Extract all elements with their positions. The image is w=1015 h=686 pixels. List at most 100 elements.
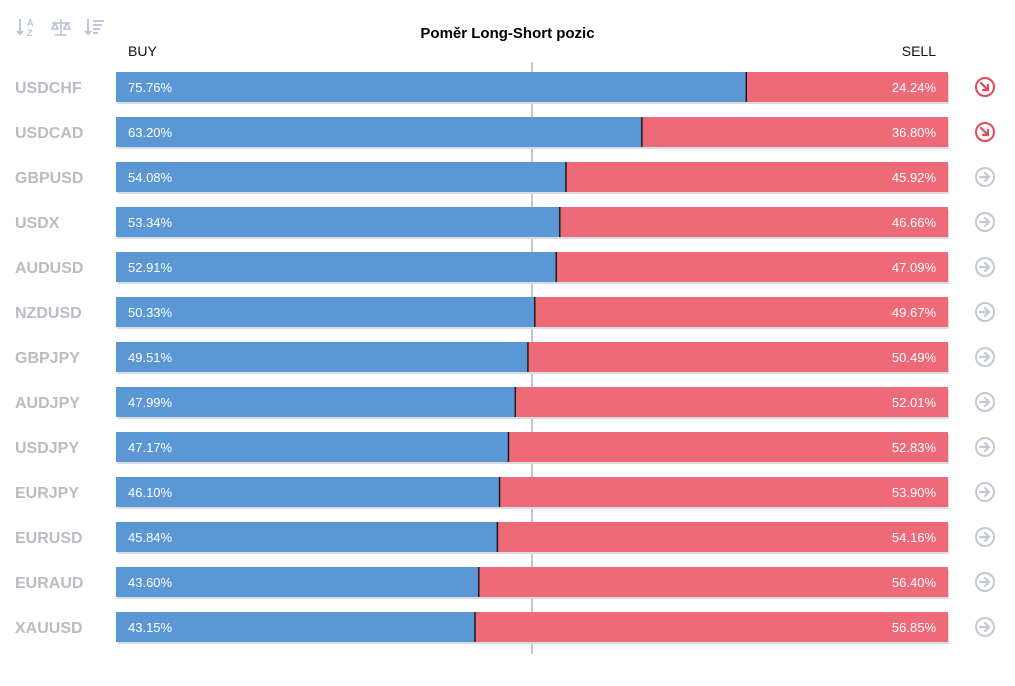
trend-neutral-icon[interactable] <box>975 347 995 367</box>
sell-bar[interactable] <box>559 207 948 237</box>
sell-percent-label: 52.01% <box>892 395 937 410</box>
sell-percent-label: 50.49% <box>892 350 937 365</box>
buy-bar[interactable] <box>116 72 747 102</box>
sell-header: SELL <box>901 43 936 59</box>
sell-bar[interactable] <box>478 567 948 597</box>
sell-percent-label: 53.90% <box>892 485 937 500</box>
buy-percent-label: 43.60% <box>128 575 173 590</box>
trend-neutral-icon[interactable] <box>975 257 995 277</box>
symbol-label: USDCHF <box>15 80 82 97</box>
symbol-label: AUDJPY <box>15 395 80 412</box>
sell-percent-label: 54.16% <box>892 530 937 545</box>
buy-percent-label: 47.17% <box>128 440 173 455</box>
sort-descending-icon[interactable] <box>83 15 107 39</box>
arrow-right-icon <box>978 441 991 453</box>
sell-bar[interactable] <box>556 252 948 282</box>
arrow-right-icon <box>978 261 991 273</box>
sell-percent-label: 49.67% <box>892 305 937 320</box>
symbol-label: EURUSD <box>15 530 83 547</box>
symbol-label: XAUUSD <box>15 620 83 637</box>
buy-percent-label: 46.10% <box>128 485 173 500</box>
sell-bar[interactable] <box>641 117 948 147</box>
sell-percent-label: 47.09% <box>892 260 937 275</box>
svg-text:A: A <box>27 18 34 28</box>
symbol-label: USDJPY <box>15 440 79 457</box>
sell-percent-label: 56.85% <box>892 620 937 635</box>
sell-bar[interactable] <box>508 432 948 462</box>
arrow-down-right-icon <box>979 81 990 92</box>
buy-bar[interactable] <box>116 207 560 237</box>
buy-bar[interactable] <box>116 162 566 192</box>
buy-percent-label: 63.20% <box>128 125 173 140</box>
trend-neutral-icon[interactable] <box>975 572 995 592</box>
trend-neutral-icon[interactable] <box>975 167 995 187</box>
sell-percent-label: 24.24% <box>892 80 937 95</box>
arrow-right-icon <box>978 351 991 363</box>
arrow-down-right-icon <box>979 126 990 137</box>
arrow-right-icon <box>978 576 991 588</box>
sell-bar[interactable] <box>527 342 948 372</box>
buy-bar[interactable] <box>116 387 516 417</box>
sell-bar[interactable] <box>534 297 948 327</box>
sell-bar[interactable] <box>565 162 948 192</box>
trend-neutral-icon[interactable] <box>975 617 995 637</box>
symbol-label: NZDUSD <box>15 305 82 322</box>
chart-title: Poměr Long-Short pozic <box>420 25 595 42</box>
buy-percent-label: 54.08% <box>128 170 173 185</box>
arrow-right-icon <box>978 396 991 408</box>
buy-percent-label: 49.51% <box>128 350 173 365</box>
svg-text:Z: Z <box>27 28 33 38</box>
buy-percent-label: 47.99% <box>128 395 173 410</box>
balance-scale-icon[interactable] <box>49 15 73 39</box>
buy-percent-label: 75.76% <box>128 80 173 95</box>
buy-header: BUY <box>128 43 157 59</box>
buy-bar[interactable] <box>116 522 498 552</box>
symbol-label: USDX <box>15 215 60 232</box>
buy-bar[interactable] <box>116 117 642 147</box>
symbol-label: EURAUD <box>15 575 83 592</box>
trend-down-icon[interactable] <box>975 122 995 142</box>
buy-bar[interactable] <box>116 432 509 462</box>
trend-down-icon[interactable] <box>975 77 995 97</box>
buy-bar[interactable] <box>116 297 535 327</box>
sell-percent-label: 36.80% <box>892 125 937 140</box>
sell-percent-label: 46.66% <box>892 215 937 230</box>
sell-bar[interactable] <box>515 387 948 417</box>
trend-neutral-icon[interactable] <box>975 527 995 547</box>
sell-bar[interactable] <box>746 72 948 102</box>
buy-percent-label: 50.33% <box>128 305 173 320</box>
symbol-label: EURJPY <box>15 485 79 502</box>
symbol-label: GBPJPY <box>15 350 80 367</box>
trend-neutral-icon[interactable] <box>975 302 995 322</box>
buy-bar[interactable] <box>116 342 528 372</box>
trend-neutral-icon[interactable] <box>975 437 995 457</box>
sell-percent-label: 56.40% <box>892 575 937 590</box>
trend-neutral-icon[interactable] <box>975 482 995 502</box>
symbol-label: AUDUSD <box>15 260 83 277</box>
sell-bar[interactable] <box>497 522 948 552</box>
sell-percent-label: 52.83% <box>892 440 937 455</box>
arrow-right-icon <box>978 306 991 318</box>
buy-percent-label: 45.84% <box>128 530 173 545</box>
buy-bar[interactable] <box>116 252 557 282</box>
buy-bar[interactable] <box>116 567 479 597</box>
symbol-label: USDCAD <box>15 125 83 142</box>
buy-percent-label: 43.15% <box>128 620 173 635</box>
sell-percent-label: 45.92% <box>892 170 937 185</box>
symbol-label: GBPUSD <box>15 170 83 187</box>
arrow-right-icon <box>978 621 991 633</box>
buy-bar[interactable] <box>116 477 500 507</box>
trend-neutral-icon[interactable] <box>975 212 995 232</box>
arrow-right-icon <box>978 216 991 228</box>
buy-percent-label: 52.91% <box>128 260 173 275</box>
arrow-right-icon <box>978 171 991 183</box>
sell-bar[interactable] <box>499 477 948 507</box>
sell-bar[interactable] <box>475 612 948 642</box>
buy-percent-label: 53.34% <box>128 215 173 230</box>
trend-neutral-icon[interactable] <box>975 392 995 412</box>
arrow-right-icon <box>978 486 991 498</box>
buy-bar[interactable] <box>116 612 476 642</box>
